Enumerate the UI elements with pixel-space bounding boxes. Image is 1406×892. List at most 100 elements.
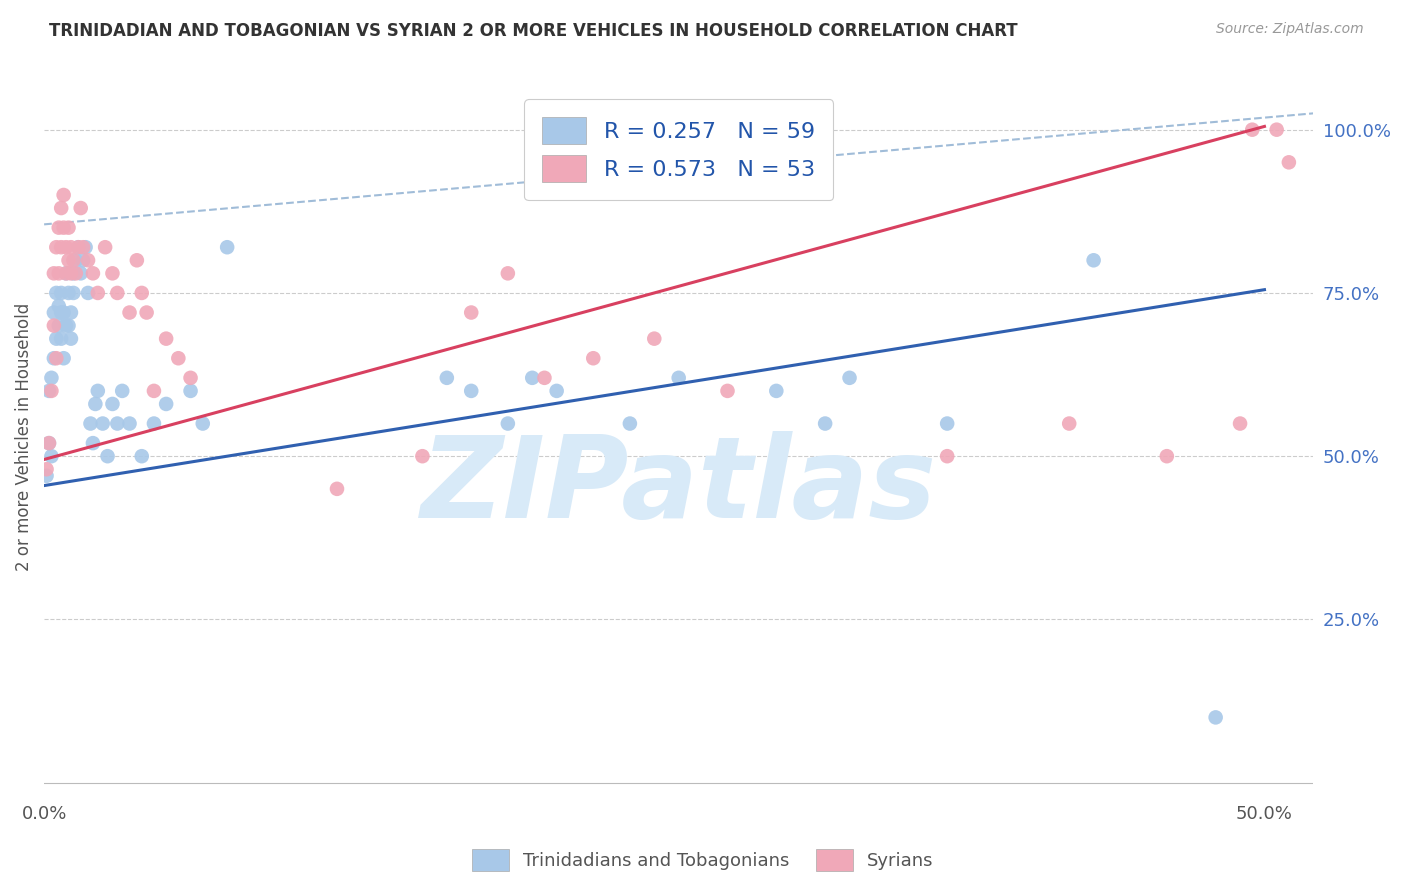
Point [814,417,837,431]
Point [62,253,84,268]
Point [135,305,157,319]
Point [67,240,90,254]
Point [1057,417,1080,431]
Text: Source: ZipAtlas.com: Source: ZipAtlas.com [1216,22,1364,37]
Point [62,285,84,300]
Point [546,384,568,398]
Point [533,371,555,385]
Point [45,332,67,346]
Point [77,285,100,300]
Point [582,351,605,366]
Text: ZIPatlas: ZIPatlas [420,432,936,542]
Point [496,266,519,280]
Point [69,201,91,215]
Point [69,266,91,280]
Point [84,397,107,411]
Point [55,318,77,333]
Point [936,417,959,431]
Point [75,240,97,254]
Point [38,384,60,398]
Point [1156,449,1178,463]
Point [67,240,90,254]
Point [62,266,84,280]
Point [191,417,214,431]
Point [52,188,75,202]
Point [936,449,959,463]
Point [105,285,128,300]
Point [142,417,165,431]
Point [55,266,77,280]
Point [51,285,73,300]
Point [59,332,82,346]
Point [51,332,73,346]
Point [142,384,165,398]
Point [41,371,63,385]
Point [58,285,80,300]
Point [51,201,73,215]
Point [52,220,75,235]
Point [72,253,94,268]
Point [65,253,87,268]
Point [79,417,101,431]
Point [82,266,104,280]
Point [619,417,641,431]
Point [48,318,70,333]
Point [58,253,80,268]
Point [460,384,482,398]
Point [87,285,110,300]
Point [42,266,65,280]
Y-axis label: 2 or more Vehicles in Household: 2 or more Vehicles in Household [15,302,32,571]
Point [118,305,141,319]
Point [167,351,190,366]
Point [643,332,665,346]
Point [180,384,202,398]
Point [72,240,94,254]
Point [436,371,458,385]
Point [118,417,141,431]
Legend: R = 0.257   N = 59, R = 0.573   N = 53: R = 0.257 N = 59, R = 0.573 N = 53 [524,99,834,200]
Point [716,384,738,398]
Point [48,266,70,280]
Point [97,449,120,463]
Point [1241,122,1264,136]
Point [51,240,73,254]
Point [55,240,77,254]
Point [45,240,67,254]
Point [411,449,433,463]
Point [38,436,60,450]
Point [522,371,544,385]
Point [82,436,104,450]
Point [180,371,202,385]
Point [460,305,482,319]
Point [1205,710,1227,724]
Point [101,397,124,411]
Point [52,351,75,366]
Point [48,299,70,313]
Point [838,371,860,385]
Point [35,468,58,483]
Point [59,305,82,319]
Point [38,436,60,450]
Point [105,417,128,431]
Point [131,449,153,463]
Point [42,305,65,319]
Point [1229,417,1251,431]
Point [65,266,87,280]
Point [52,305,75,319]
Point [58,220,80,235]
Point [217,240,239,254]
Point [55,266,77,280]
Point [326,482,349,496]
Point [1083,253,1105,268]
Point [51,305,73,319]
Point [41,449,63,463]
Point [48,220,70,235]
Point [87,384,110,398]
Point [77,253,100,268]
Point [58,318,80,333]
Point [125,253,148,268]
Text: TRINIDADIAN AND TOBAGONIAN VS SYRIAN 2 OR MORE VEHICLES IN HOUSEHOLD CORRELATION: TRINIDADIAN AND TOBAGONIAN VS SYRIAN 2 O… [49,22,1018,40]
Point [59,266,82,280]
Point [101,266,124,280]
Point [155,332,177,346]
